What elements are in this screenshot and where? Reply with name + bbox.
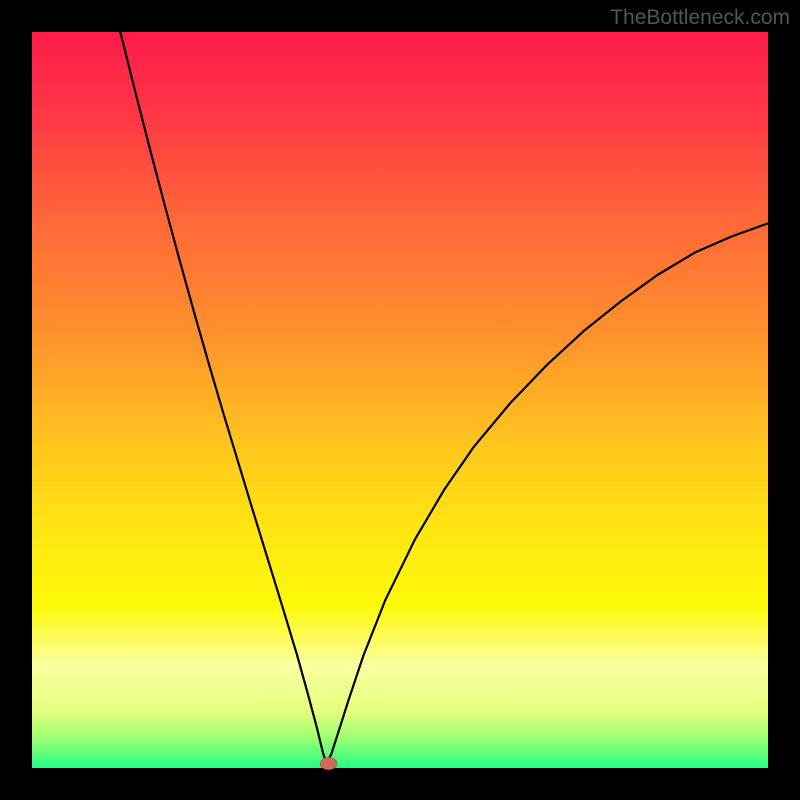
watermark-text: TheBottleneck.com [610,6,790,30]
chart-frame: TheBottleneck.com [0,0,800,800]
bottleneck-chart [0,0,800,800]
chart-plot-area [32,32,768,768]
optimal-point-marker [320,758,337,770]
